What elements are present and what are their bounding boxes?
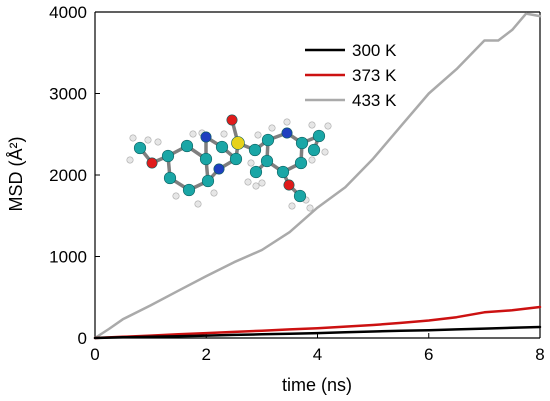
molecule-atom-carbon	[180, 139, 194, 153]
molecule-atom-hydrogen	[252, 182, 260, 190]
molecule-atom-carbon	[248, 143, 262, 157]
molecule-atom-hydrogen	[254, 131, 262, 139]
molecule-atom-hydrogen	[258, 179, 266, 187]
molecule-atom-hydrogen	[321, 148, 329, 156]
molecule-atom-nitrogen	[281, 127, 293, 139]
molecule-atom-carbon	[215, 140, 229, 154]
molecule-atom-hydrogen	[194, 200, 202, 208]
molecule-atom-hydrogen	[126, 156, 134, 164]
molecule-atom-sulfur	[231, 136, 245, 150]
molecule-atom-carbon	[133, 141, 147, 155]
molecule-atom-nitrogen	[200, 131, 212, 143]
y-tick-label: 0	[78, 329, 87, 348]
molecule-illustration	[126, 114, 332, 212]
molecule-atom-hydrogen	[308, 121, 316, 129]
x-tick-label: 4	[313, 345, 322, 364]
molecule-atom-carbon	[293, 189, 307, 203]
molecule-atom-hydrogen	[244, 178, 252, 186]
y-tick-label: 1000	[49, 248, 87, 267]
molecule-atom-carbon	[201, 174, 215, 188]
series-line-300-k	[93, 325, 542, 340]
x-tick-label: 0	[90, 345, 99, 364]
molecule-atom-hydrogen	[144, 136, 152, 144]
molecule-atom-oxygen	[146, 157, 158, 169]
molecule-atom-oxygen	[226, 114, 238, 126]
molecule-atom-carbon	[261, 133, 275, 147]
molecule-atom-carbon	[229, 152, 243, 166]
molecule-atom-carbon	[182, 183, 196, 197]
x-tick-label: 2	[202, 345, 211, 364]
molecule-atom-hydrogen	[288, 202, 296, 210]
x-axis-title: time (ns)	[282, 375, 352, 395]
molecule-atom-nitrogen	[213, 163, 225, 175]
plot-frame	[94, 11, 541, 339]
y-tick-label: 4000	[49, 3, 87, 22]
molecule-atom-hydrogen	[268, 124, 276, 132]
molecule-atom-hydrogen	[324, 122, 332, 130]
molecule-atom-carbon	[260, 154, 274, 168]
x-tick-label: 6	[424, 345, 433, 364]
series-layer	[93, 12, 542, 340]
ticks-layer: 0 2 4 6 8 0 1000 2000 3000 4000	[49, 3, 545, 364]
molecule-atom-hydrogen	[247, 159, 255, 167]
legend: 300 K 373 K 433 K	[305, 41, 397, 110]
series-line-433-k	[93, 12, 542, 340]
legend-label: 433 K	[352, 91, 397, 110]
legend-label: 300 K	[352, 41, 397, 60]
molecule-atom-hydrogen	[172, 192, 180, 200]
molecule-atom-oxygen	[283, 179, 295, 191]
molecule-atom-carbon	[163, 171, 177, 185]
molecule-atom-carbon	[294, 156, 308, 170]
molecule-atom-carbon	[312, 129, 326, 143]
molecule-atom-carbon	[161, 149, 175, 163]
molecule-atom-carbon	[307, 143, 321, 157]
molecule-atom-hydrogen	[308, 156, 316, 164]
y-axis-title: MSD (Å²)	[6, 137, 26, 212]
molecule-atom-carbon	[276, 165, 290, 179]
molecule-atom-carbon	[249, 165, 263, 179]
y-tick-label: 2000	[49, 166, 87, 185]
molecule-atom-hydrogen	[154, 138, 162, 146]
series-line-373-k	[93, 305, 542, 340]
molecule-atom-hydrogen	[220, 130, 228, 138]
molecule-atom-hydrogen	[189, 130, 197, 138]
molecule-atom-hydrogen	[283, 118, 291, 126]
molecule-atom-hydrogen	[129, 134, 137, 142]
molecule-atom-carbon	[295, 136, 309, 150]
molecule-atom-carbon	[199, 152, 213, 166]
molecule-atom-hydrogen	[306, 204, 314, 212]
legend-label: 373 K	[352, 66, 397, 85]
molecule-atom-hydrogen	[210, 189, 218, 197]
y-tick-label: 3000	[49, 85, 87, 104]
x-tick-label: 8	[535, 345, 544, 364]
